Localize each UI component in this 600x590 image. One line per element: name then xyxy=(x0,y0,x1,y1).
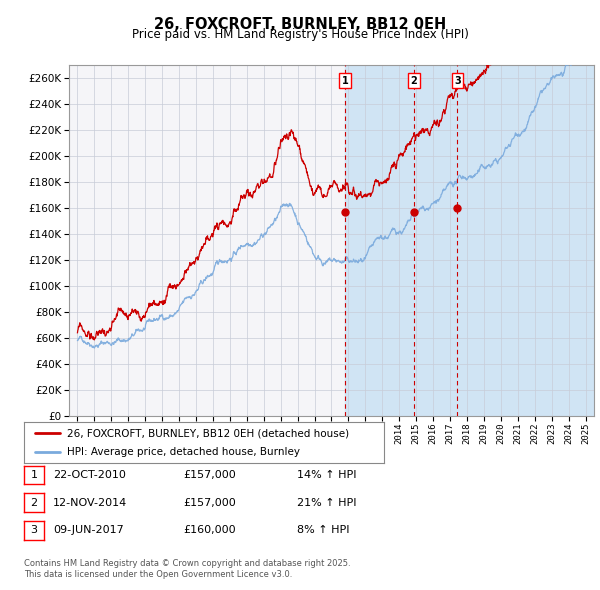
Text: 3: 3 xyxy=(31,526,37,535)
Point xyxy=(409,207,419,217)
Text: £157,000: £157,000 xyxy=(183,498,236,507)
Text: This data is licensed under the Open Government Licence v3.0.: This data is licensed under the Open Gov… xyxy=(24,571,292,579)
Point xyxy=(340,207,350,217)
Text: HPI: Average price, detached house, Burnley: HPI: Average price, detached house, Burn… xyxy=(67,447,300,457)
Text: 3: 3 xyxy=(454,76,461,86)
Text: 2: 2 xyxy=(410,76,418,86)
Text: 26, FOXCROFT, BURNLEY, BB12 0EH: 26, FOXCROFT, BURNLEY, BB12 0EH xyxy=(154,17,446,31)
Text: Price paid vs. HM Land Registry's House Price Index (HPI): Price paid vs. HM Land Registry's House … xyxy=(131,28,469,41)
Text: 14% ↑ HPI: 14% ↑ HPI xyxy=(297,470,356,480)
Text: 1: 1 xyxy=(342,76,349,86)
Text: 2: 2 xyxy=(31,498,37,507)
Text: 1: 1 xyxy=(31,470,37,480)
Text: 09-JUN-2017: 09-JUN-2017 xyxy=(53,526,124,535)
Point xyxy=(452,203,462,212)
Text: 26, FOXCROFT, BURNLEY, BB12 0EH (detached house): 26, FOXCROFT, BURNLEY, BB12 0EH (detache… xyxy=(67,428,349,438)
Text: £160,000: £160,000 xyxy=(183,526,236,535)
Text: 12-NOV-2014: 12-NOV-2014 xyxy=(53,498,127,507)
Text: Contains HM Land Registry data © Crown copyright and database right 2025.: Contains HM Land Registry data © Crown c… xyxy=(24,559,350,568)
Bar xyxy=(345,65,594,416)
Text: 21% ↑ HPI: 21% ↑ HPI xyxy=(297,498,356,507)
Text: 8% ↑ HPI: 8% ↑ HPI xyxy=(297,526,349,535)
Text: £157,000: £157,000 xyxy=(183,470,236,480)
Text: 22-OCT-2010: 22-OCT-2010 xyxy=(53,470,125,480)
